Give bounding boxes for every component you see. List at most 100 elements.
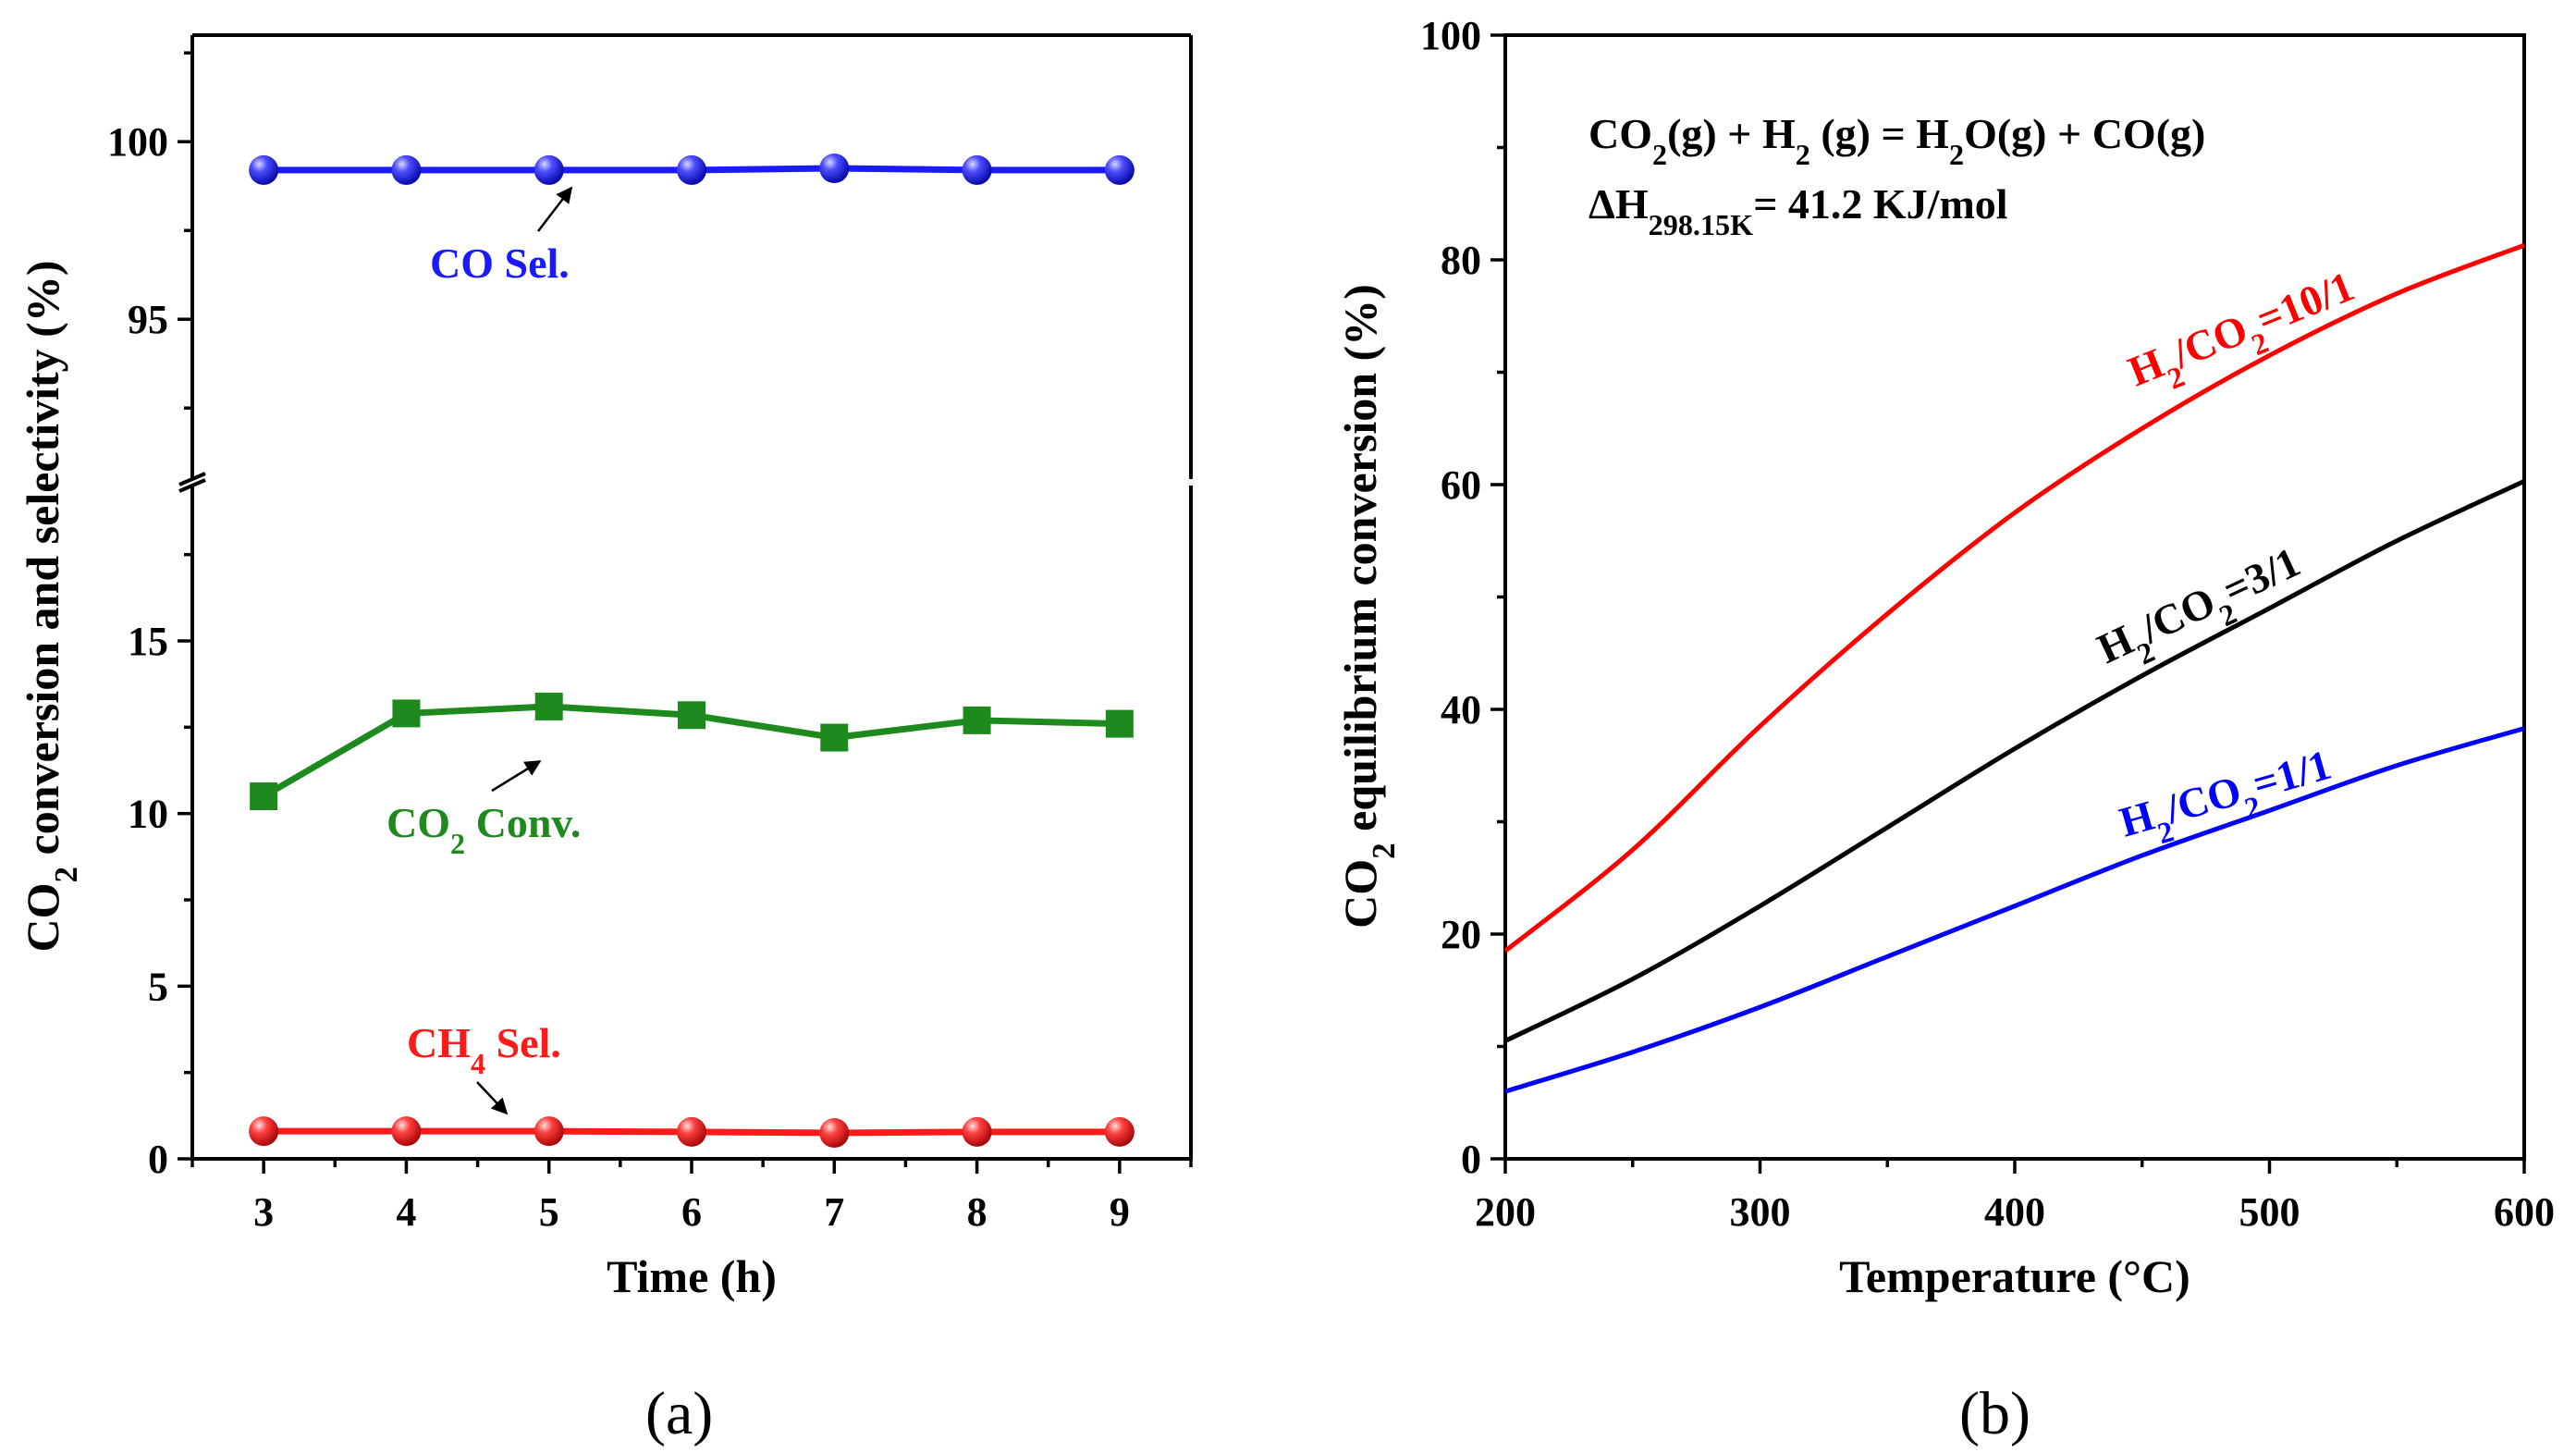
text-span: /CO bbox=[2165, 305, 2254, 377]
series-curve-h2-co2-1-1 bbox=[1504, 726, 2525, 1094]
y-tick-label: 0 bbox=[1461, 1137, 1481, 1182]
subscript: 2 bbox=[1652, 138, 1667, 171]
text-span: O(g) + CO(g) bbox=[1964, 110, 2205, 157]
data-point-square bbox=[820, 723, 849, 752]
y-tick-label: 100 bbox=[1420, 13, 1481, 58]
text-span: CO Sel. bbox=[430, 240, 570, 287]
text-span: CO bbox=[17, 882, 68, 952]
data-point-square bbox=[1105, 709, 1134, 738]
data-point-square bbox=[534, 692, 563, 720]
x-tick-label: 300 bbox=[1730, 1189, 1791, 1235]
text-span: Sel. bbox=[485, 1019, 561, 1066]
y-tick-label: 80 bbox=[1441, 238, 1481, 283]
x-tick-label: 8 bbox=[967, 1189, 987, 1235]
data-point-square bbox=[250, 782, 278, 810]
series-co-sel- bbox=[249, 154, 1135, 185]
x-tick-label: 9 bbox=[1110, 1189, 1130, 1235]
x-axis-title: Temperature (°C) bbox=[1839, 1250, 2190, 1302]
data-point-sphere bbox=[391, 154, 422, 185]
y-axis-title: CO2 equilibrium conversion (%) bbox=[1334, 284, 1402, 929]
data-point-sphere bbox=[962, 154, 992, 185]
text-span: CH bbox=[407, 1019, 471, 1066]
data-point-sphere bbox=[819, 154, 850, 183]
curve-label: H2/CO2=10/1 bbox=[2122, 262, 2366, 408]
x-tick-label: 5 bbox=[539, 1189, 559, 1235]
subscript: 2 bbox=[1366, 843, 1402, 859]
text-span: conversion and selectivity (%) bbox=[17, 261, 68, 867]
annotation-arrow bbox=[476, 1081, 509, 1115]
panel-label-a: (a) bbox=[645, 1380, 713, 1447]
data-point-sphere bbox=[391, 1116, 422, 1147]
text-span: H bbox=[2115, 792, 2160, 846]
subscript: 4 bbox=[471, 1047, 485, 1080]
data-point-sphere bbox=[677, 154, 706, 185]
text-span: CO bbox=[1589, 110, 1652, 157]
x-tick-label: 400 bbox=[1984, 1189, 2045, 1235]
x-tick-label: 4 bbox=[396, 1189, 416, 1235]
data-point-sphere bbox=[1104, 1116, 1135, 1147]
data-point-sphere bbox=[962, 1116, 992, 1147]
data-point-sphere bbox=[534, 154, 564, 185]
subscript: 2 bbox=[48, 867, 84, 883]
text-span: ΔH bbox=[1589, 180, 1649, 228]
subscript: 2 bbox=[1949, 138, 1964, 171]
annotation-label: CH4 Sel. bbox=[407, 1019, 561, 1080]
x-axis-title: Time (h) bbox=[607, 1250, 777, 1302]
data-point-square bbox=[392, 699, 421, 728]
subscript: 2 bbox=[450, 827, 465, 860]
data-point-square bbox=[678, 701, 705, 730]
plot-frame bbox=[1503, 33, 2526, 1161]
x-tick-label: 200 bbox=[1475, 1189, 1536, 1235]
subscript: 2 bbox=[1796, 138, 1810, 171]
text-span: CO bbox=[386, 799, 450, 846]
x-tick-label: 500 bbox=[2239, 1189, 2300, 1235]
series-curve-h2-co2-10-1 bbox=[1503, 242, 2525, 954]
panel-label-b: (b) bbox=[1959, 1380, 2030, 1447]
y-tick-label: 10 bbox=[128, 792, 168, 837]
series-ch4-sel- bbox=[249, 1116, 1135, 1148]
data-point-sphere bbox=[1104, 154, 1135, 185]
y-tick-label: 0 bbox=[148, 1137, 168, 1182]
data-point-sphere bbox=[249, 1116, 279, 1147]
x-tick-label: 6 bbox=[681, 1189, 702, 1235]
data-point-sphere bbox=[819, 1118, 850, 1148]
text-span: (g) + H bbox=[1667, 110, 1796, 157]
equation-line-2: ΔH298.15K= 41.2 KJ/mol bbox=[1589, 180, 2008, 241]
text-span: Conv. bbox=[465, 799, 581, 846]
text-span: = 41.2 KJ/mol bbox=[1753, 180, 2007, 228]
y-axis-title: CO2 conversion and selectivity (%) bbox=[17, 261, 84, 953]
y-tick-label: 20 bbox=[1441, 912, 1481, 957]
x-tick-label: 3 bbox=[253, 1189, 274, 1235]
y-tick-label: 95 bbox=[128, 297, 168, 342]
y-tick-label: 40 bbox=[1441, 687, 1481, 732]
x-tick-label: 600 bbox=[2494, 1189, 2555, 1235]
data-point-sphere bbox=[534, 1116, 564, 1147]
series-co2-conv- bbox=[250, 692, 1134, 810]
y-tick-label: 15 bbox=[128, 619, 168, 664]
equation-line-1: CO2(g) + H2 (g) = H2O(g) + CO(g) bbox=[1589, 110, 2205, 171]
y-tick-label: 60 bbox=[1441, 462, 1481, 508]
text-span: equilibrium conversion (%) bbox=[1334, 284, 1386, 843]
annotation-arrow bbox=[491, 759, 542, 793]
subscript: 298.15K bbox=[1649, 208, 1754, 241]
text-span: =10/1 bbox=[2250, 262, 2360, 343]
text-span: =1/1 bbox=[2248, 741, 2337, 807]
annotation-label: CO Sel. bbox=[430, 240, 570, 287]
annotation-arrow bbox=[537, 186, 573, 232]
annotation-label: CO2 Conv. bbox=[386, 799, 581, 860]
data-point-square bbox=[963, 706, 991, 734]
chart-panel-b: 200 300 400 500 600 0 20 40 60 80 100 Temperature (… bbox=[1334, 13, 2555, 1447]
text-span: CO bbox=[1334, 859, 1386, 929]
series-curve-h2-co2-3-1 bbox=[1503, 479, 2526, 1043]
curve-label: H2/CO2=3/1 bbox=[2091, 538, 2313, 685]
text-span: (g) = H bbox=[1810, 110, 1949, 157]
x-tick-label: 7 bbox=[824, 1189, 844, 1235]
data-point-sphere bbox=[677, 1116, 706, 1147]
axis-break-mark bbox=[178, 472, 206, 486]
text-span: =3/1 bbox=[2215, 538, 2307, 614]
y-tick-label: 100 bbox=[107, 119, 168, 165]
y-tick-label: 5 bbox=[148, 964, 168, 1009]
curve-label: H2/CO2=1/1 bbox=[2115, 741, 2340, 859]
